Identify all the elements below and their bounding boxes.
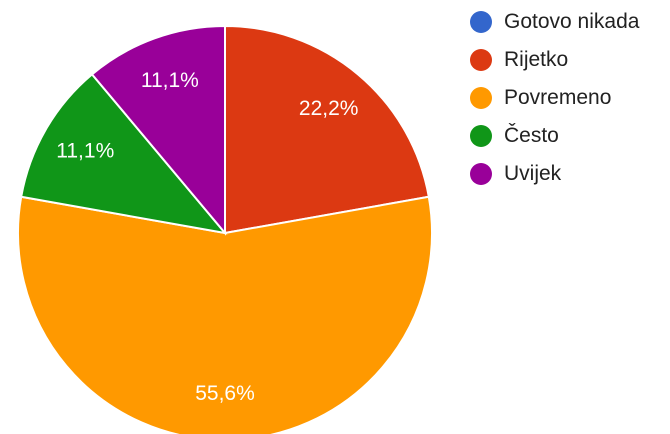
legend-swatch-povremeno (470, 86, 492, 109)
pie-slice-povremeno[interactable] (17, 195, 433, 434)
legend-item-rijetko[interactable]: Rijetko (470, 44, 639, 75)
legend-label-cesto: Često (504, 123, 559, 147)
legend-label-rijetko: Rijetko (504, 47, 569, 71)
slice-label-uvijek: 11,1% (141, 69, 199, 92)
legend-swatch-rijetko (470, 48, 492, 71)
slice-label-povremeno: 55,6% (195, 382, 255, 405)
legend-item-povremeno[interactable]: Povremeno (470, 82, 639, 113)
legend-swatch-cesto (470, 124, 492, 147)
pie-slice-uvijek[interactable] (90, 24, 226, 236)
pie-slice-rijetko[interactable] (224, 24, 430, 235)
legend-label-gotovo-nikada: Gotovo nikada (504, 9, 640, 33)
legend-swatch-uvijek (470, 162, 492, 185)
legend: Gotovo nikada Rijetko Povremeno Često Uv… (470, 6, 639, 189)
legend-label-povremeno: Povremeno (504, 85, 612, 109)
slice-label-cesto: 11,1% (56, 140, 114, 163)
legend-swatch-gotovo-nikada (470, 10, 492, 33)
pie-slice-cesto[interactable] (20, 72, 228, 235)
legend-item-cesto[interactable]: Često (470, 120, 639, 151)
legend-item-uvijek[interactable]: Uvijek (470, 158, 639, 189)
legend-label-uvijek: Uvijek (504, 161, 562, 185)
legend-item-gotovo-nikada[interactable]: Gotovo nikada (470, 6, 639, 37)
slice-label-rijetko: 22,2% (299, 97, 359, 120)
